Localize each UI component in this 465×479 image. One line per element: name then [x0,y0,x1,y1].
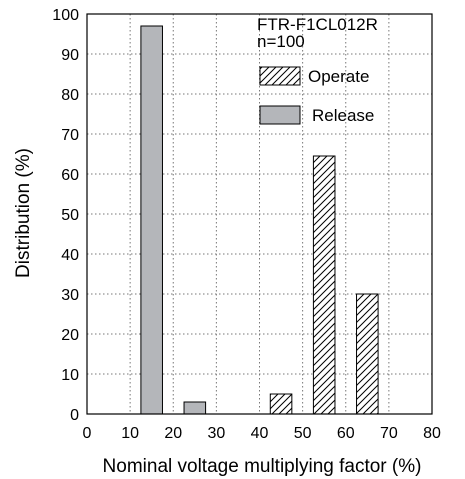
y-tick-label-3: 30 [61,287,79,304]
x-tick-label-2: 20 [164,425,182,442]
x-tick-label-3: 30 [207,425,225,442]
y-tick-label-6: 60 [61,167,79,184]
legend-label-release: Release [312,106,374,125]
x-tick-label-7: 70 [380,425,398,442]
bar-group [140,25,379,415]
legend-label-operate: Operate [308,67,369,86]
x-axis-label: Nominal voltage multiplying factor (%) [103,456,422,477]
y-tick-label-1: 10 [61,367,79,384]
y-tick-label-5: 50 [61,207,79,224]
y-tick-labels: 0 10 20 30 40 50 60 70 80 90 100 [52,7,79,424]
y-tick-label-10: 100 [52,7,79,24]
plot-frame [86,13,433,415]
x-tick-label-4: 40 [251,425,269,442]
legend-swatch-release [259,105,301,125]
y-tick-label-4: 40 [61,247,79,264]
model-annotation: FTR-F1CL012R [257,15,378,34]
bar-release-1 [183,401,207,415]
y-tick-label-7: 70 [61,127,79,144]
x-tick-labels: 0 10 20 30 40 50 60 70 80 [83,425,441,442]
x-tick-label-0: 0 [83,425,92,442]
bar-operate-0 [269,393,293,415]
x-tick-label-8: 80 [423,425,441,442]
y-tick-label-9: 90 [61,47,79,64]
y-axis-label: Distribution (%) [13,148,34,278]
legend-swatch-operate [259,66,301,86]
y-tick-label-8: 80 [61,87,79,104]
y-tick-label-0: 0 [70,407,79,424]
x-tick-label-5: 50 [294,425,312,442]
bar-release-0 [140,25,163,415]
sample-size-annotation: n=100 [257,32,305,51]
bar-operate-1 [312,155,336,415]
x-tick-label-6: 60 [337,425,355,442]
x-tick-label-1: 10 [121,425,139,442]
y-tick-label-2: 20 [61,327,79,344]
bar-operate-2 [356,293,379,415]
